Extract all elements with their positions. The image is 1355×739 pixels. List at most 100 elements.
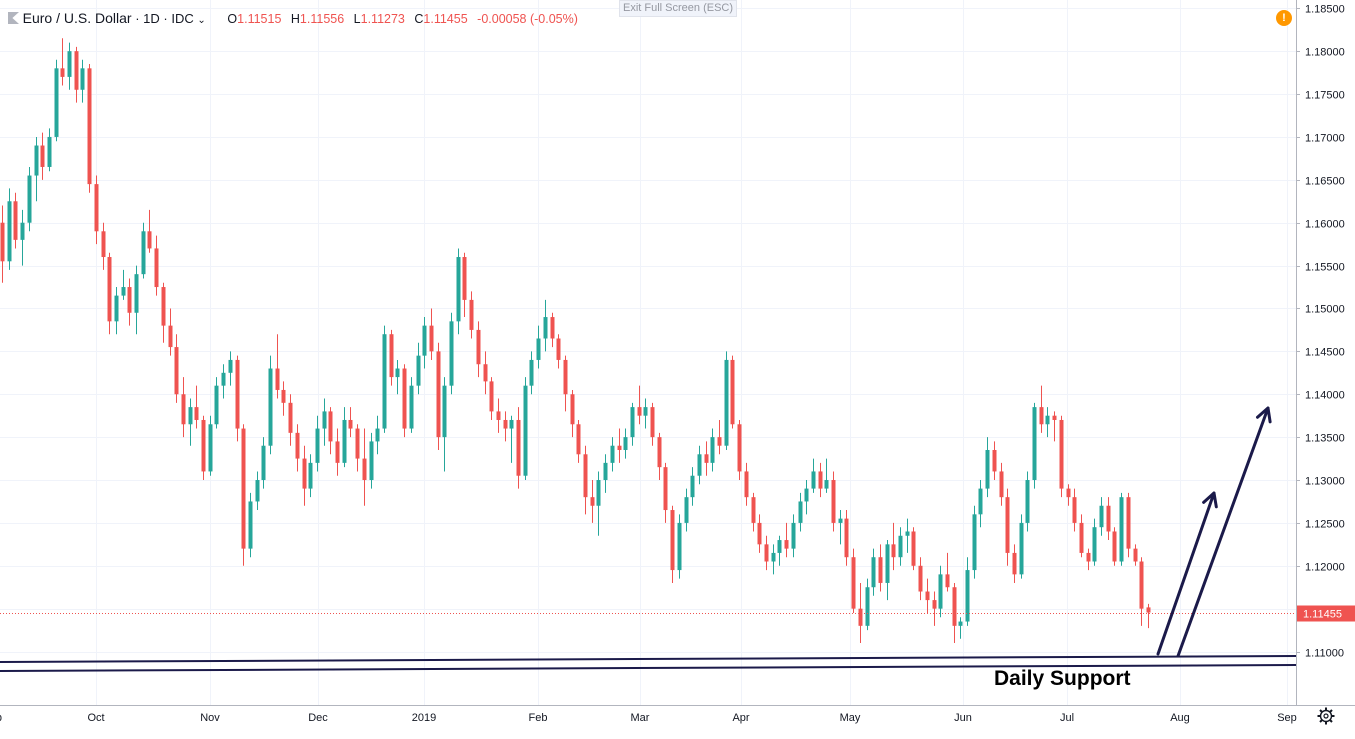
candle-body xyxy=(275,368,280,390)
candle xyxy=(523,377,528,481)
candle xyxy=(751,492,756,532)
last-price-badge xyxy=(1297,605,1355,622)
candle-body xyxy=(20,222,25,240)
candle xyxy=(1019,514,1024,579)
candle-body xyxy=(570,394,575,425)
candle-body xyxy=(1005,497,1010,553)
candle xyxy=(74,46,79,103)
candle xyxy=(958,617,963,639)
candle xyxy=(771,544,776,575)
candle-body xyxy=(255,480,260,502)
candle-body xyxy=(536,338,541,360)
candle-body xyxy=(831,480,836,523)
y-tick-label: 1.12500 xyxy=(1305,519,1345,531)
arrow-up-short[interactable] xyxy=(1156,491,1218,656)
candle-body xyxy=(355,428,360,459)
annotation-layer[interactable]: Daily Support xyxy=(0,406,1297,690)
candle xyxy=(570,389,575,438)
gear-icon[interactable] xyxy=(1316,706,1336,726)
candle xyxy=(1005,488,1010,566)
candle xyxy=(0,205,5,283)
candle-body xyxy=(965,570,970,622)
y-tick-label: 1.17000 xyxy=(1305,133,1345,145)
candle xyxy=(268,355,273,455)
time-axis[interactable]: p Oct Nov Dec 2019 Feb Mar Apr May Jun Jul Aug Sep xyxy=(0,705,1355,725)
price-axis[interactable]: 1.18500 1.18000 1.17500 1.17000 1.16500 1.160… xyxy=(1296,0,1355,739)
candle-body xyxy=(898,535,903,558)
candle xyxy=(101,222,106,270)
candle-body xyxy=(161,287,166,326)
candle-body xyxy=(101,231,106,258)
candle xyxy=(456,248,461,335)
chevron-down-icon[interactable]: ⌄ xyxy=(197,15,206,26)
price-axis-bg xyxy=(1296,0,1355,739)
candle xyxy=(831,471,836,532)
candle-body xyxy=(348,419,353,429)
candle-body xyxy=(194,407,199,420)
candle xyxy=(677,514,682,579)
candle xyxy=(255,471,260,511)
candle-body xyxy=(637,407,642,416)
candle xyxy=(281,381,286,416)
candle xyxy=(818,462,823,498)
candle xyxy=(20,209,25,266)
candle-body xyxy=(107,257,112,322)
candle-body xyxy=(945,574,950,588)
candle-body xyxy=(496,411,501,420)
candle xyxy=(885,540,890,601)
candle xyxy=(315,415,320,472)
candle xyxy=(1106,497,1111,541)
candle xyxy=(462,252,467,318)
arrow-up-long[interactable] xyxy=(1176,406,1272,658)
candle-body xyxy=(456,257,461,322)
y-tick-label: 1.13000 xyxy=(1305,476,1345,488)
candle-body xyxy=(1099,505,1104,528)
candle xyxy=(938,565,943,618)
exit-fullscreen-button[interactable]: Exit Full Screen (ESC) xyxy=(619,0,738,17)
candle-body xyxy=(288,402,293,433)
candle xyxy=(1146,603,1151,629)
support-line-lower[interactable] xyxy=(0,664,1297,672)
warning-icon[interactable]: ! xyxy=(1276,10,1292,26)
toolbar-collapse-icon[interactable] xyxy=(8,12,19,24)
candle xyxy=(181,377,186,438)
candle xyxy=(67,42,72,90)
candle-body xyxy=(134,274,139,313)
y-tick-label: 1.11000 xyxy=(1305,648,1344,660)
candle-body xyxy=(757,522,762,545)
candle xyxy=(141,222,146,279)
candle xyxy=(764,535,769,571)
candle-body xyxy=(121,287,126,296)
annotation-text[interactable]: Daily Support xyxy=(994,667,1131,690)
y-tick-label: 1.14500 xyxy=(1305,347,1345,359)
candle xyxy=(328,407,333,455)
candle-body xyxy=(905,531,910,536)
candle-body xyxy=(1119,497,1124,562)
candle-body xyxy=(248,501,253,549)
candle xyxy=(429,308,434,360)
candle xyxy=(516,407,521,489)
candle xyxy=(382,325,387,433)
candle-body xyxy=(201,419,206,472)
candle-body xyxy=(67,51,72,77)
support-line-upper[interactable] xyxy=(0,655,1297,663)
candle-body xyxy=(221,372,226,386)
candle xyxy=(1012,544,1017,583)
candle-body xyxy=(1019,522,1024,575)
candle-body xyxy=(208,424,213,472)
candle-body xyxy=(885,544,890,583)
candle xyxy=(94,175,99,245)
chart-header[interactable]: Euro / U.S. Dollar · 1D · IDC ⌄ O1.11515… xyxy=(8,10,584,26)
candle-body xyxy=(442,385,447,438)
candle-body xyxy=(516,419,521,476)
candle xyxy=(322,398,327,446)
candle-body xyxy=(87,68,92,185)
candle xyxy=(744,462,749,506)
candle-body xyxy=(985,450,990,489)
candle xyxy=(603,454,608,493)
candle xyxy=(952,582,957,643)
y-tick-label: 1.17500 xyxy=(1305,90,1345,102)
candle-body xyxy=(630,407,635,438)
low-value: 1.11273 xyxy=(360,12,405,26)
